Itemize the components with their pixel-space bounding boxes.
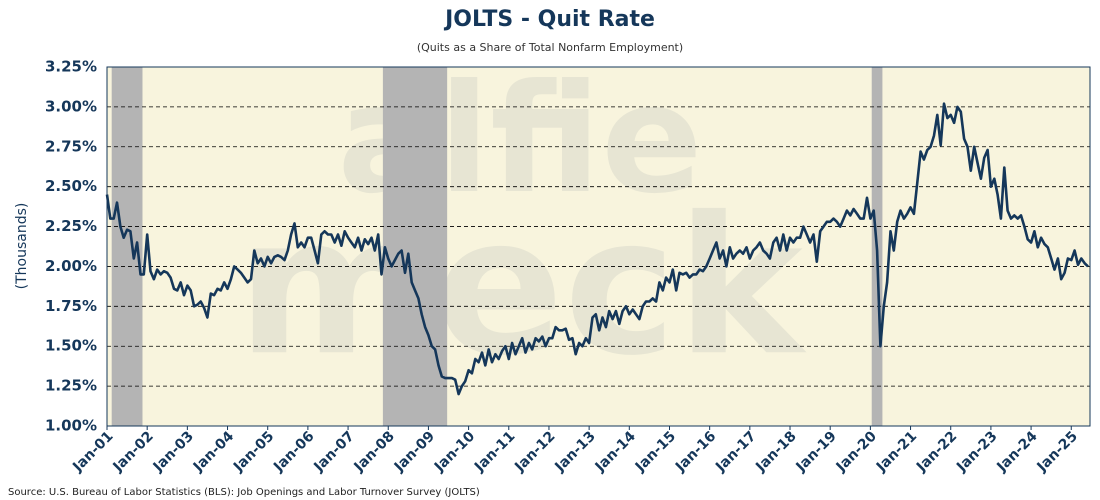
plot-frame xyxy=(106,66,1091,427)
x-tick-label: Jan-11 xyxy=(471,428,518,475)
x-tick-label: Jan-12 xyxy=(511,428,558,475)
chart-title: JOLTS - Quit Rate xyxy=(443,7,655,32)
y-tick-label: 3.00% xyxy=(45,97,97,115)
y-tick-label: 3.25% xyxy=(45,58,97,76)
y-tick-label: 2.00% xyxy=(45,257,97,275)
x-tick-label: Jan-08 xyxy=(351,428,398,475)
y-tick-label: 1.00% xyxy=(45,417,97,435)
x-tick-label: Jan-09 xyxy=(391,428,438,475)
x-tick-label: Jan-18 xyxy=(752,428,799,475)
source-note: Source: U.S. Bureau of Labor Statistics … xyxy=(8,487,480,498)
y-tick-label: 2.25% xyxy=(45,217,97,235)
x-tick-label: Jan-24 xyxy=(993,428,1040,475)
x-tick-label: Jan-25 xyxy=(1034,428,1081,475)
x-tick-label: Jan-14 xyxy=(592,428,639,475)
y-axis-label: (Thousands) xyxy=(14,203,30,290)
x-tick-label: Jan-22 xyxy=(913,428,960,475)
x-tick-label: Jan-04 xyxy=(190,428,237,475)
x-tick-label: Jan-06 xyxy=(270,428,317,475)
x-tick-label: Jan-21 xyxy=(873,428,920,475)
x-tick-label: Jan-02 xyxy=(110,428,157,475)
x-tick-label: Jan-01 xyxy=(69,428,116,475)
x-tick-label: Jan-17 xyxy=(712,428,759,475)
plot-background xyxy=(107,67,1090,426)
x-tick-label: Jan-19 xyxy=(793,428,840,475)
chart-subtitle: (Quits as a Share of Total Nonfarm Emplo… xyxy=(417,41,683,54)
y-tick-label: 1.50% xyxy=(45,337,97,355)
x-tick-label: Jan-03 xyxy=(150,428,197,475)
y-tick-label: 2.50% xyxy=(45,177,97,195)
recession-shade xyxy=(382,67,448,426)
x-tick-label: Jan-13 xyxy=(551,428,598,475)
x-tick-label: Jan-20 xyxy=(833,428,880,475)
x-tick-label: Jan-15 xyxy=(632,428,679,475)
x-tick-label: Jan-10 xyxy=(431,428,478,475)
y-tick-label: 1.75% xyxy=(45,297,97,315)
x-tick-label: Jan-07 xyxy=(310,428,357,475)
data-line xyxy=(105,102,1089,396)
x-tick-label: Jan-23 xyxy=(953,428,1000,475)
x-tick-label: Jan-05 xyxy=(230,428,277,475)
y-tick-label: 2.75% xyxy=(45,137,97,155)
x-tick-label: Jan-16 xyxy=(672,428,719,475)
y-tick-label: 1.25% xyxy=(45,377,97,395)
watermark: meck xyxy=(237,176,806,397)
